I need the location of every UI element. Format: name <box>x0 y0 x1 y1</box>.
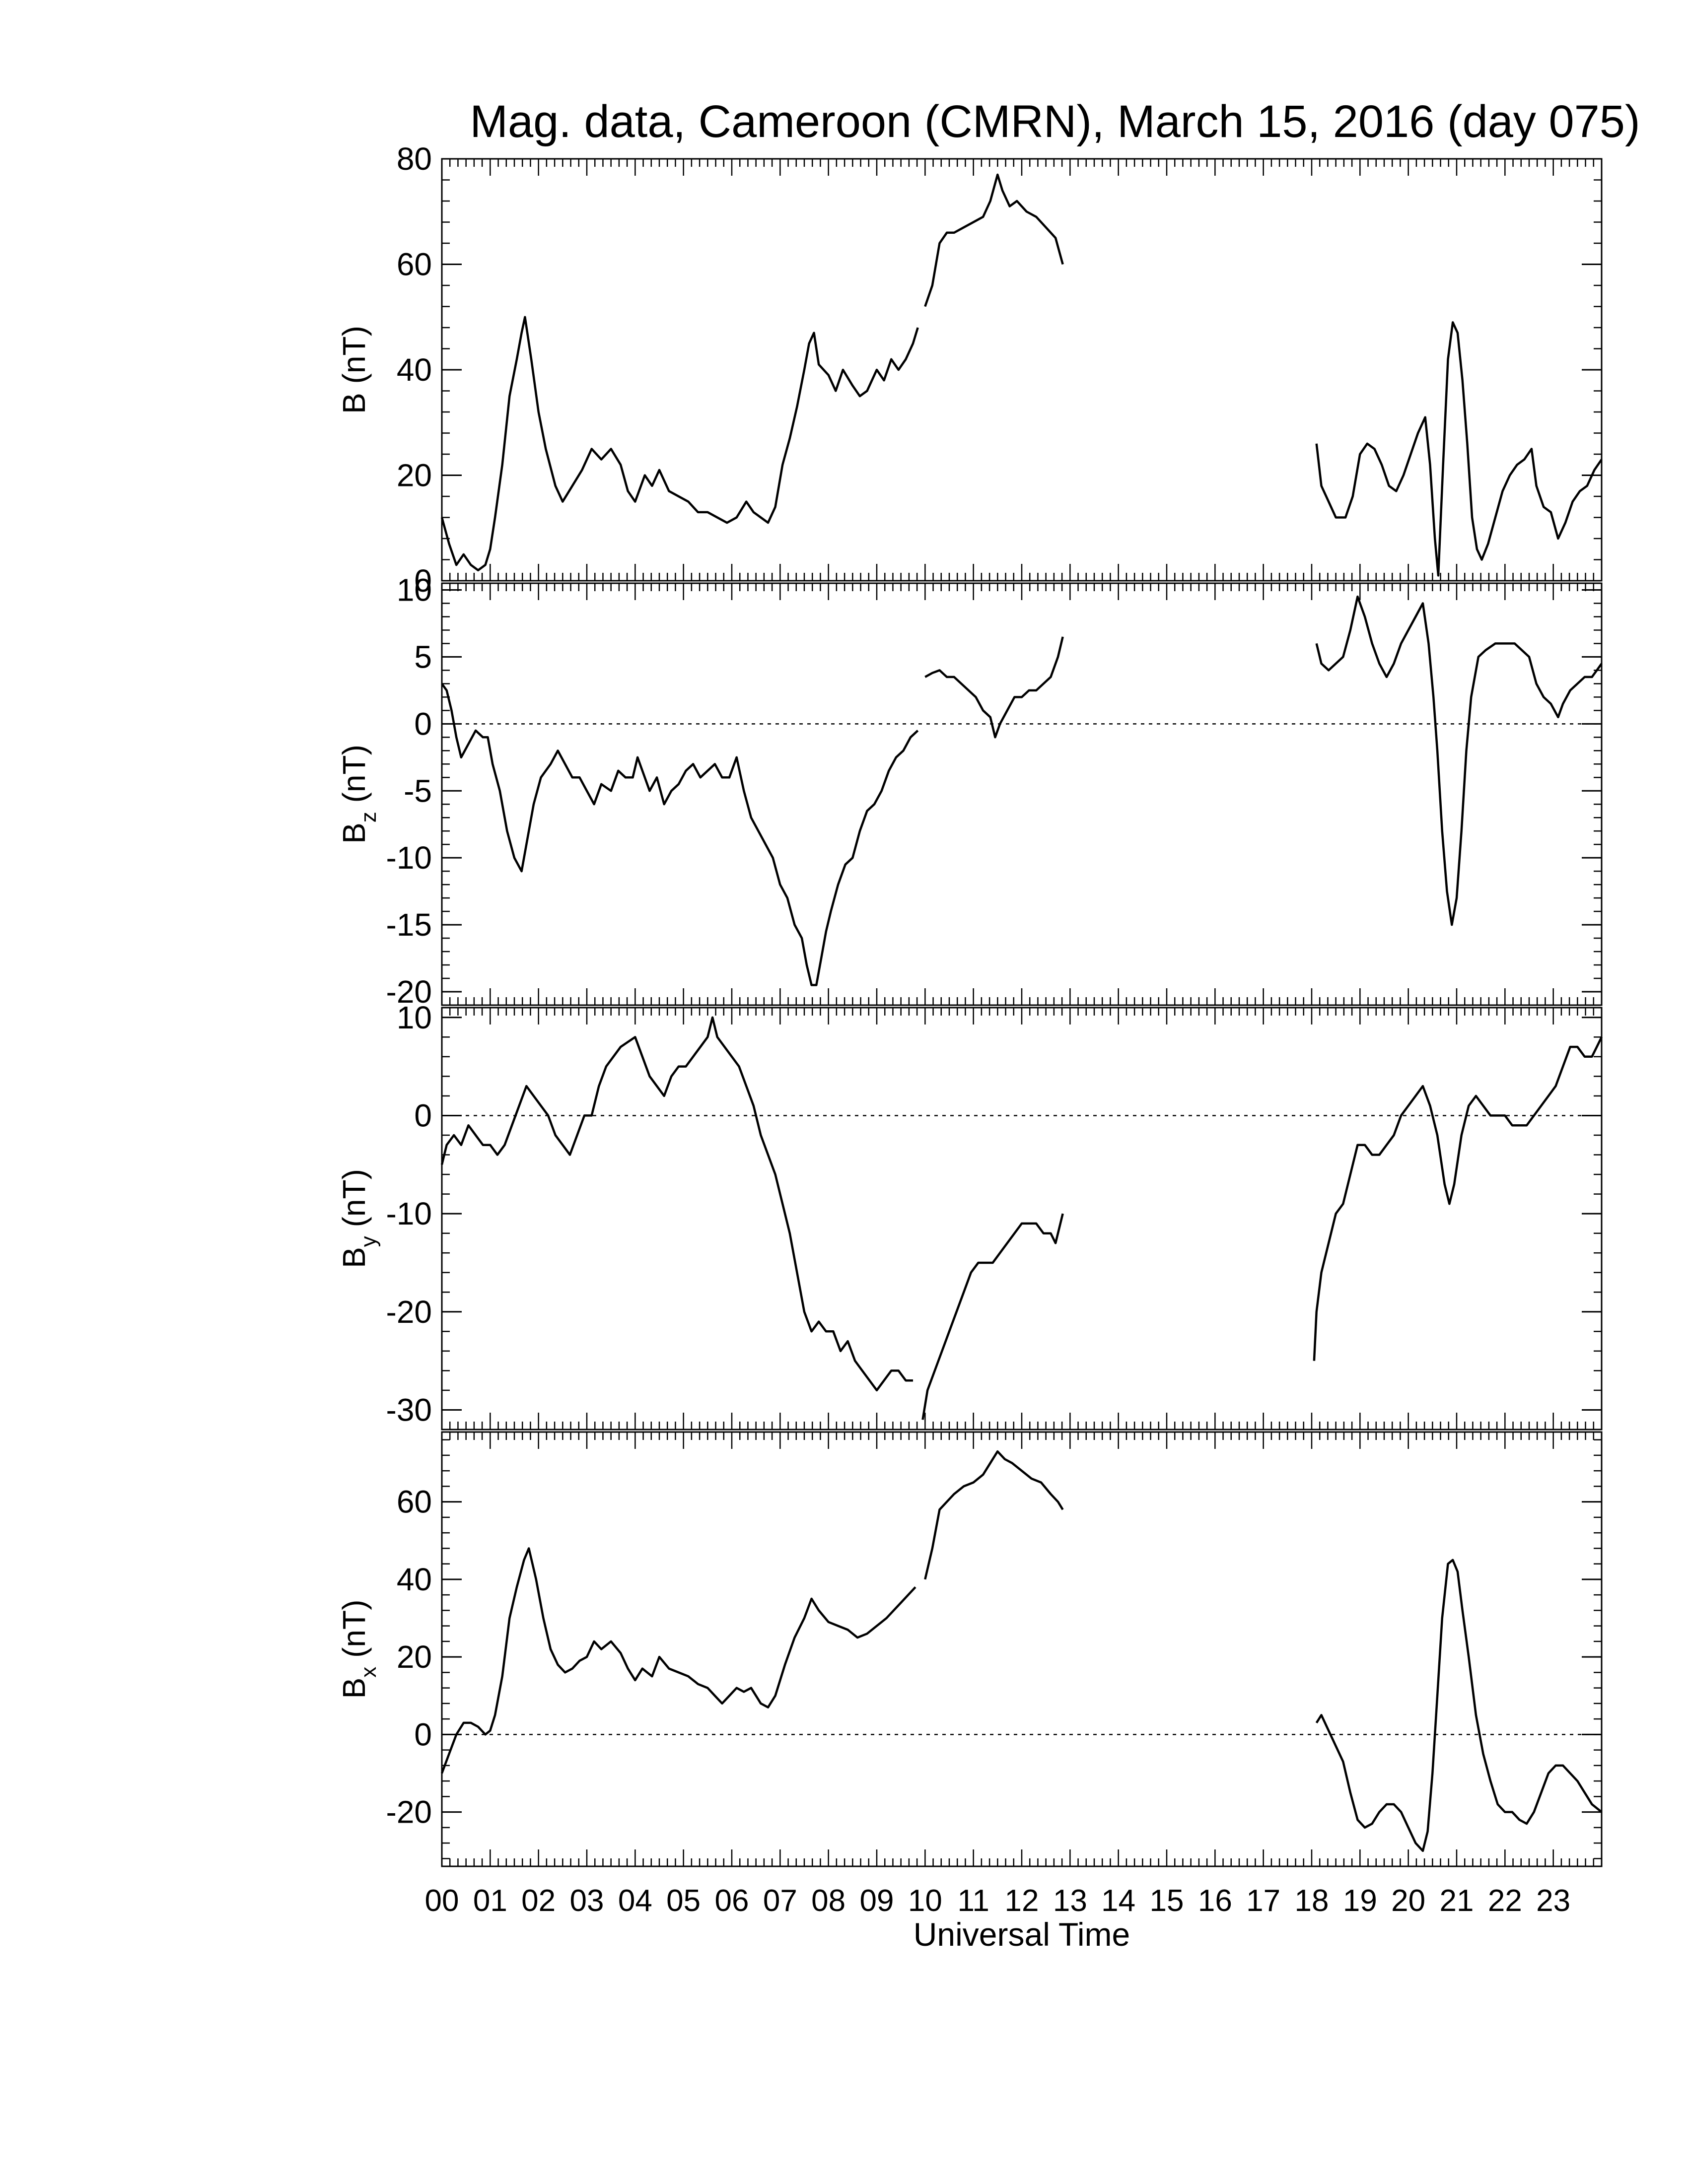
y-tick-label: 60 <box>397 1484 432 1520</box>
panel-bz: -20 -15 -10 -5 0 5 10 Bz (nT) <box>336 572 1603 1010</box>
x-tick-label: 16 <box>1198 1884 1232 1918</box>
series-line-bz <box>1315 595 1603 926</box>
panel-bx: -20 0 20 40 60 Bx (nT) <box>336 1431 1603 1867</box>
y-axis-label: Bx (nT) <box>336 1600 381 1699</box>
panel-frame <box>441 582 1603 1006</box>
y-tick-label: 10 <box>397 1000 432 1035</box>
x-tick-label: 13 <box>1053 1884 1087 1918</box>
x-tick-label: 08 <box>811 1884 845 1918</box>
y-tick-label: 5 <box>414 639 432 675</box>
x-tick-label: 02 <box>521 1884 556 1918</box>
panels-group: 0 20 40 60 80 B (nT) -20 -15 -10 -5 0 5 10 Bz (nT) -30… <box>336 141 1603 1867</box>
x-tick-label: 10 <box>908 1884 942 1918</box>
chart-title: Mag. data, Cameroon (CMRN), March 15, 20… <box>470 96 1640 147</box>
x-tick-labels: 00 01 02 03 04 05 06 07 08 09 10 11 12 13 14 15 16 17 18 19… <box>425 1884 1571 1918</box>
y-tick-label: -15 <box>386 907 432 943</box>
series-line-by <box>440 1016 913 1392</box>
y-tick-label: 20 <box>397 458 432 493</box>
y-tick-label: 0 <box>414 563 432 599</box>
x-tick-label: 19 <box>1343 1884 1377 1918</box>
x-tick-label: 07 <box>763 1884 797 1918</box>
y-tick-label: 0 <box>414 706 432 742</box>
series-line-bx <box>924 1450 1064 1580</box>
x-tick-label: 11 <box>957 1884 989 1918</box>
panel-frame <box>441 158 1603 582</box>
y-tick-label: 80 <box>397 141 432 177</box>
x-tick-label: 21 <box>1440 1884 1474 1918</box>
y-tick-label: -20 <box>386 974 432 1010</box>
panel-frame <box>441 1431 1603 1867</box>
series-line-bz <box>441 683 919 986</box>
x-tick-label: 12 <box>1005 1884 1039 1918</box>
y-axis-label: By (nT) <box>336 1169 381 1268</box>
x-tick-label: 09 <box>860 1884 894 1918</box>
series-line-b <box>924 173 1064 307</box>
y-tick-label: -10 <box>386 1196 432 1231</box>
x-tick-label: 05 <box>666 1884 701 1918</box>
y-tick-label: 0 <box>414 1097 432 1133</box>
y-tick-label: 40 <box>397 1562 432 1597</box>
y-tick-label: 40 <box>397 352 432 388</box>
x-tick-label: 14 <box>1101 1884 1135 1918</box>
x-tick-label: 22 <box>1488 1884 1522 1918</box>
y-axis-label: Bz (nT) <box>336 745 381 844</box>
series-line-by <box>921 1213 1064 1420</box>
x-tick-label: 01 <box>473 1884 507 1918</box>
y-tick-label: 0 <box>414 1716 432 1752</box>
series-line-by <box>1313 1036 1603 1361</box>
x-tick-label: 06 <box>715 1884 749 1918</box>
panel-frame <box>441 1007 1603 1431</box>
x-tick-label: 15 <box>1150 1884 1184 1918</box>
x-tick-label: 03 <box>570 1884 604 1918</box>
series-line-b <box>440 316 919 572</box>
y-tick-label: 60 <box>397 247 432 282</box>
y-tick-label: 20 <box>397 1639 432 1675</box>
x-tick-label: 04 <box>618 1884 652 1918</box>
y-tick-label: -20 <box>386 1294 432 1330</box>
x-tick-label: 20 <box>1391 1884 1425 1918</box>
x-tick-label: 00 <box>425 1884 459 1918</box>
series-line-bx <box>440 1547 916 1774</box>
series-line-bx <box>1315 1559 1603 1852</box>
panel-by: -30 -20 -10 0 10 By (nT) <box>336 1000 1603 1431</box>
y-tick-label: -5 <box>404 773 432 809</box>
series-line-bz <box>924 636 1064 739</box>
y-tick-label: -10 <box>386 840 432 876</box>
x-tick-label: 18 <box>1295 1884 1329 1918</box>
x-tick-label: 23 <box>1536 1884 1570 1918</box>
y-axis-label: B (nT) <box>336 326 372 414</box>
series-line-b <box>1315 321 1603 577</box>
x-tick-label: 17 <box>1246 1884 1280 1918</box>
y-tick-label: -20 <box>386 1794 432 1830</box>
y-tick-label: -30 <box>386 1392 432 1428</box>
y-tick-label: 10 <box>397 572 432 608</box>
panel-b: 0 20 40 60 80 B (nT) <box>336 141 1603 599</box>
x-axis-label: Universal Time <box>914 1916 1130 1953</box>
